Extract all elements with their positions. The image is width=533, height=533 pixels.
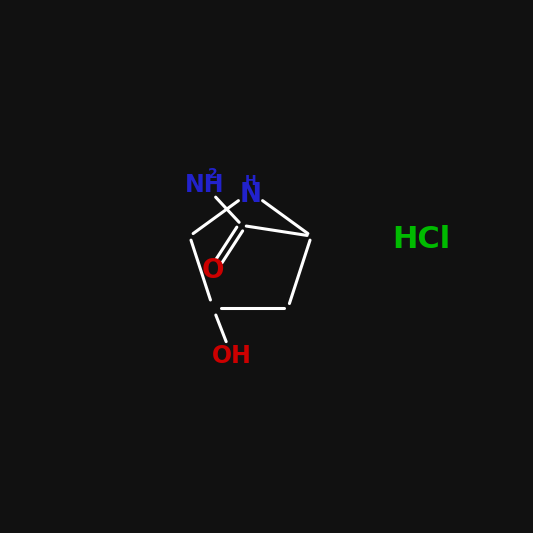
Text: O: O	[201, 258, 224, 284]
Text: NH: NH	[185, 173, 224, 197]
Text: OH: OH	[212, 344, 252, 368]
Text: H: H	[245, 174, 256, 188]
Text: 2: 2	[207, 167, 217, 181]
Text: HCl: HCl	[392, 225, 450, 254]
Text: N: N	[239, 182, 262, 207]
